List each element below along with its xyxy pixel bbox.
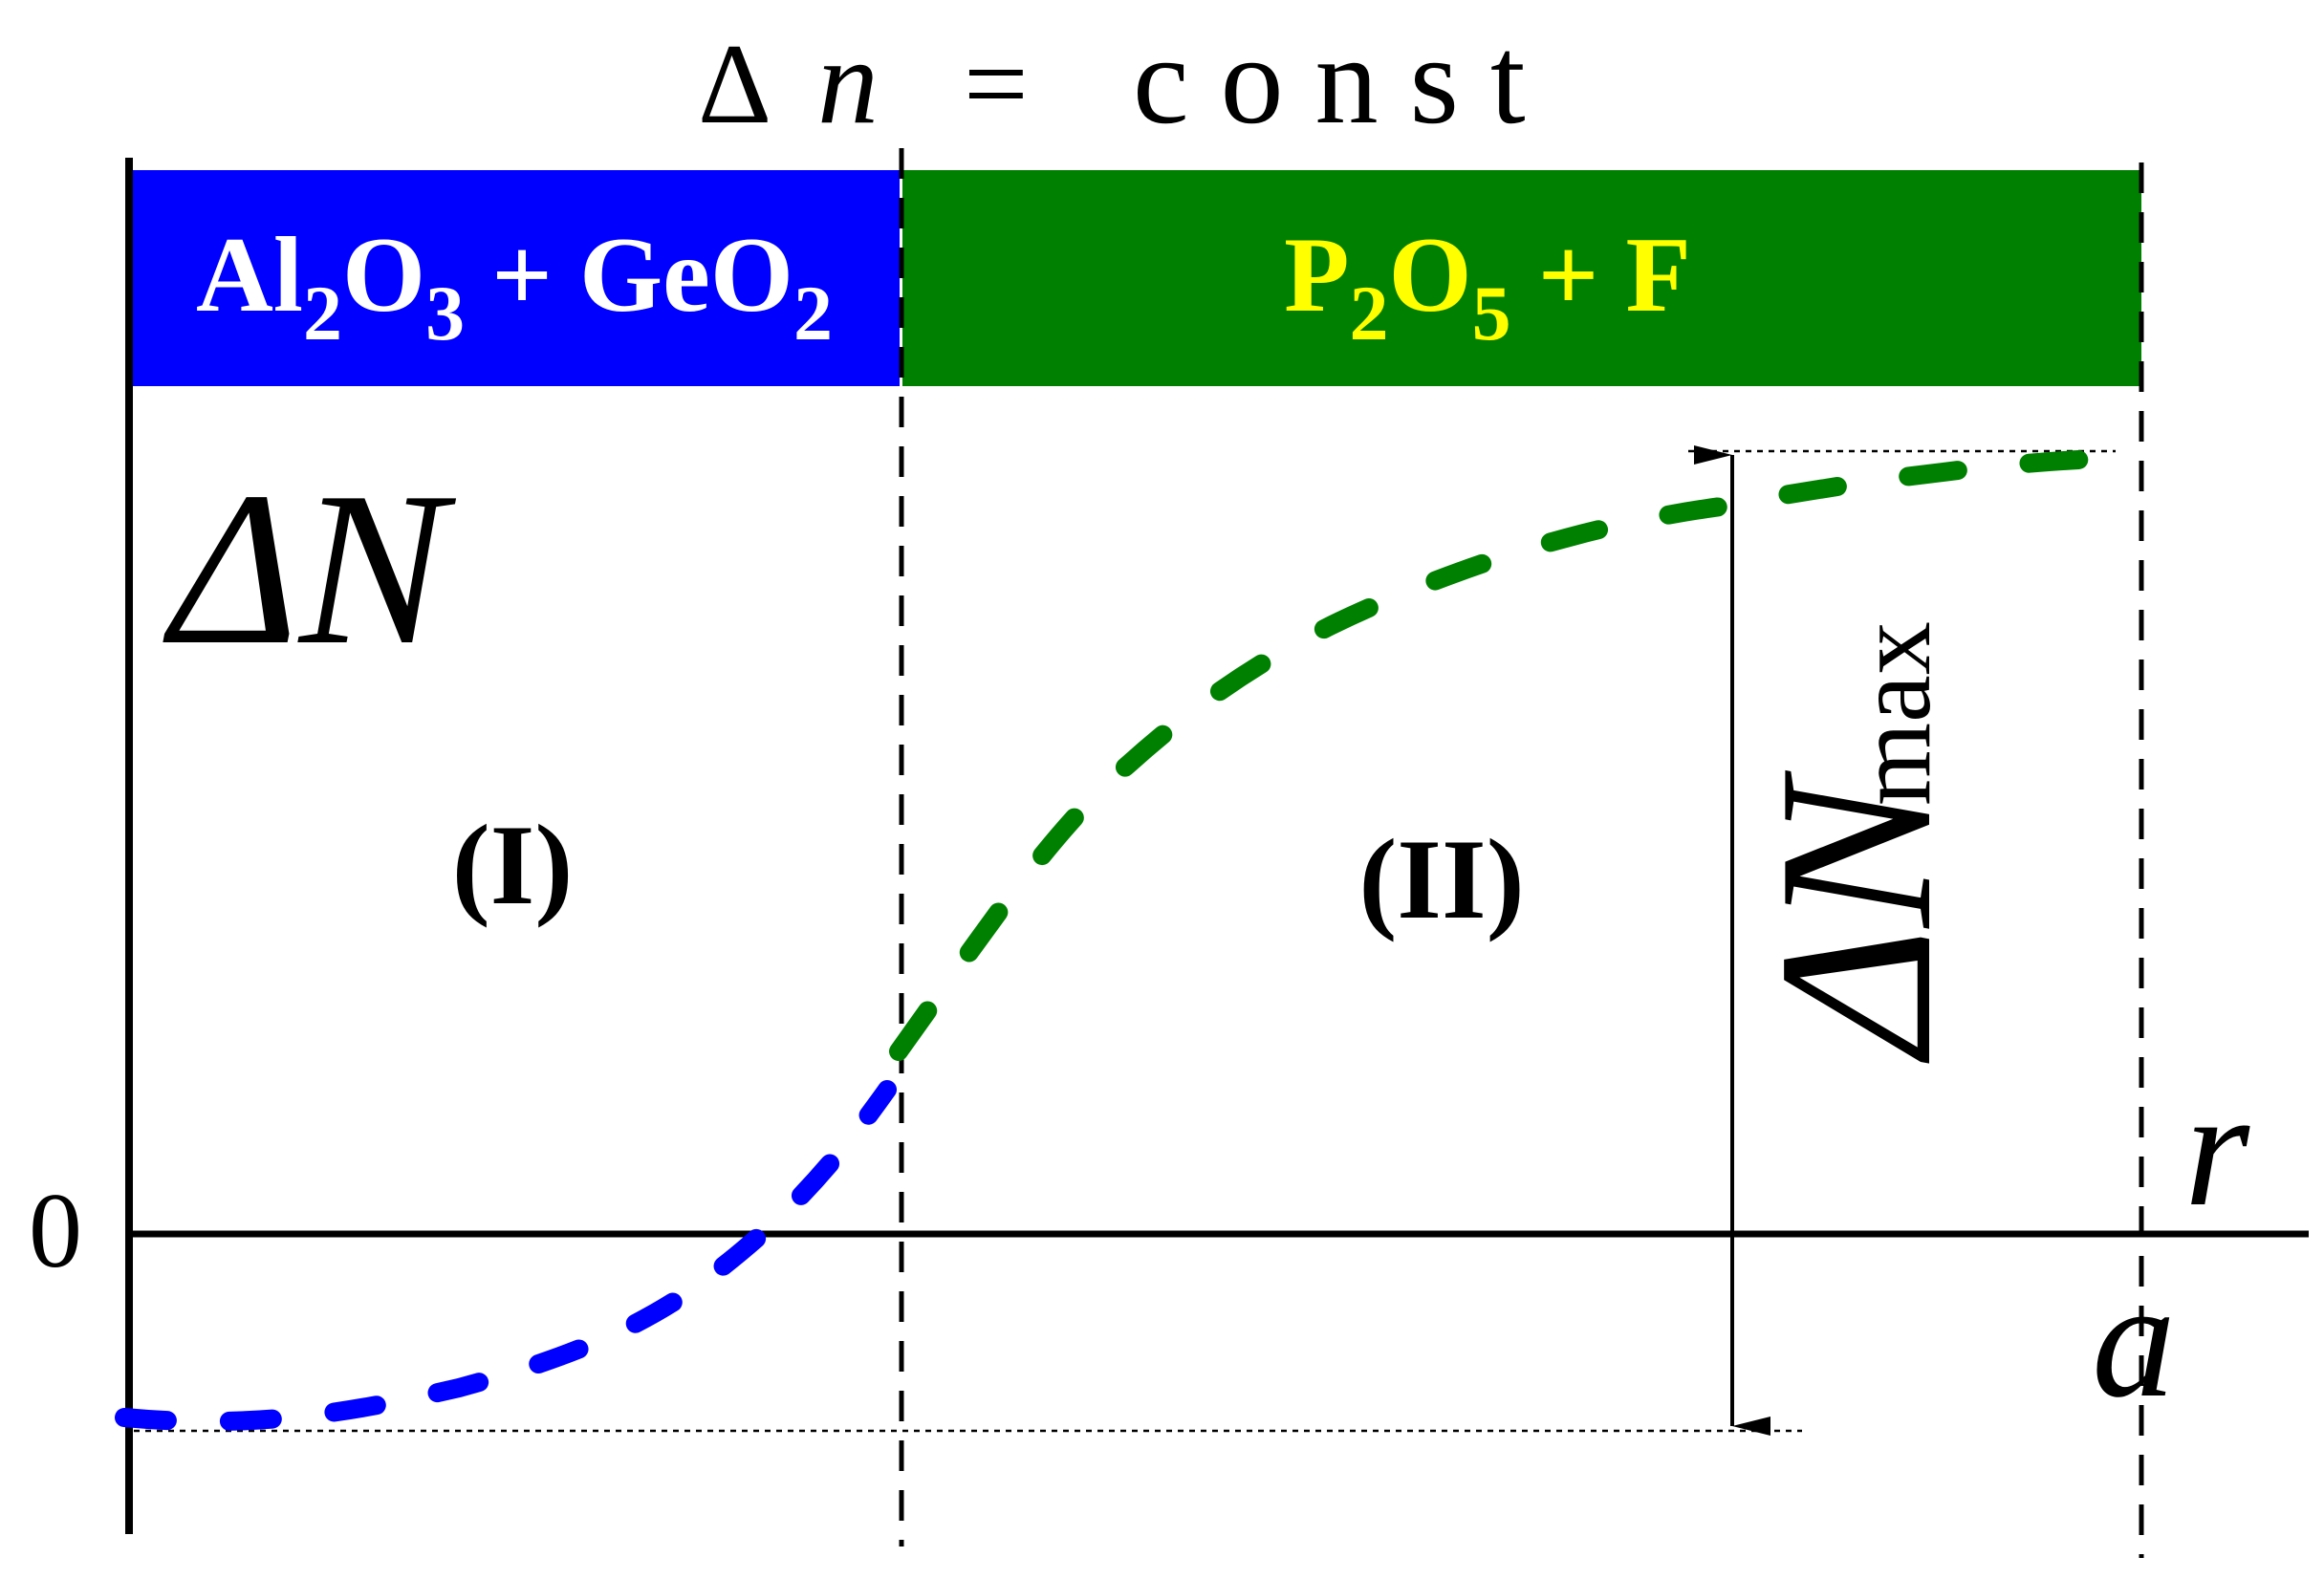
- header-const-word: c o n s t: [1133, 10, 1526, 150]
- formula-subscript: 5: [1472, 270, 1511, 357]
- delta-nmax-label: ΔN max: [1733, 621, 1977, 1064]
- region-label-i: (I): [452, 801, 574, 928]
- green-dashed-curve: [889, 449, 2108, 1061]
- outer-radius-label: a: [2092, 1246, 2176, 1432]
- formula-segment: O: [342, 216, 425, 335]
- formula-segment: + F: [1511, 216, 1691, 335]
- blue-dashed-curve: [115, 1080, 897, 1432]
- al2o3-geo2-region-bar: [129, 170, 900, 386]
- formula-subscript: 2: [1350, 270, 1389, 357]
- formula-subscript: 3: [425, 270, 465, 357]
- formula-subscript: 2: [793, 270, 833, 357]
- formula-segment: P: [1284, 216, 1349, 335]
- region-label-ii: (II): [1358, 815, 1524, 942]
- y-axis-label: ΔN: [163, 446, 457, 690]
- delta-nmax-subscript: max: [1835, 621, 1953, 806]
- x-axis-label: r: [2184, 1055, 2250, 1241]
- zero-label: 0: [29, 1172, 82, 1290]
- left-bar-formula: Al2O3 + GeO2: [196, 216, 833, 357]
- header-equals: =: [964, 20, 1029, 147]
- header-delta-symbol: Δ: [698, 20, 771, 147]
- header-n-symbol: n: [817, 13, 879, 149]
- formula-segment: + GeO: [465, 216, 793, 335]
- formula-segment: Al: [196, 216, 303, 335]
- delta-nmax-main: ΔN: [1733, 769, 1977, 1064]
- formula-subscript: 2: [303, 270, 342, 357]
- formula-segment: O: [1389, 216, 1472, 335]
- right-bar-formula: P2O5 + F: [1284, 216, 1691, 357]
- p2o5-f-region-bar: [902, 170, 2141, 386]
